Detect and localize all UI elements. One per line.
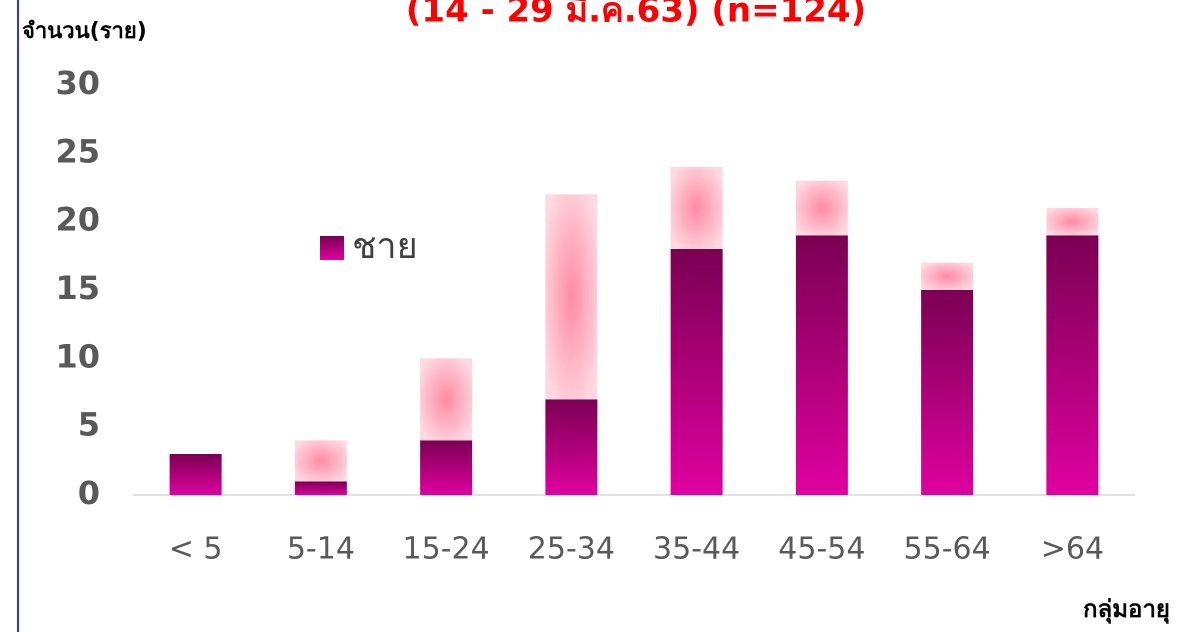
chart-title: (14 - 29 มี.ค.63) (n=124)	[406, 0, 866, 31]
bar-segment	[670, 249, 723, 495]
bar-segment	[921, 290, 974, 495]
y-tick-label: 15	[55, 269, 100, 307]
x-tick-label: >64	[1041, 532, 1104, 567]
legend-label: ชาย	[352, 226, 418, 267]
y-tick-label: 20	[55, 201, 100, 239]
bar-segment	[545, 399, 598, 495]
bar-segment	[1046, 235, 1099, 496]
bar-segment	[420, 440, 473, 495]
bar-segment	[795, 235, 848, 496]
x-tick-label: 25-34	[528, 532, 615, 567]
bar-segment	[921, 262, 974, 290]
legend-swatch	[320, 236, 344, 260]
bar-segment	[420, 358, 473, 441]
bar-segment	[670, 167, 723, 249]
bar-segment	[169, 454, 222, 495]
y-tick-label: 0	[78, 474, 100, 512]
y-axis-label: จำนวน(ราย)	[22, 19, 147, 44]
x-tick-label: 35-44	[653, 532, 740, 567]
x-tick-label: 5-14	[287, 532, 355, 567]
x-tick-label: 45-54	[778, 532, 865, 567]
bar-segment	[294, 481, 347, 495]
x-tick-label: < 5	[169, 532, 223, 567]
y-tick-label: 30	[55, 64, 100, 102]
y-tick-label: 5	[78, 406, 100, 444]
bar-segment	[294, 440, 347, 482]
bar-segment	[545, 194, 598, 400]
y-tick-label: 10	[55, 337, 100, 375]
y-tick-label: 25	[55, 132, 100, 170]
x-tick-label: 55-64	[904, 532, 991, 567]
bar-segment	[795, 180, 848, 236]
x-tick-label: 15-24	[403, 532, 490, 567]
bar-segment	[1046, 208, 1099, 236]
x-axis-label: กลุ่มอายุ	[1083, 595, 1170, 625]
